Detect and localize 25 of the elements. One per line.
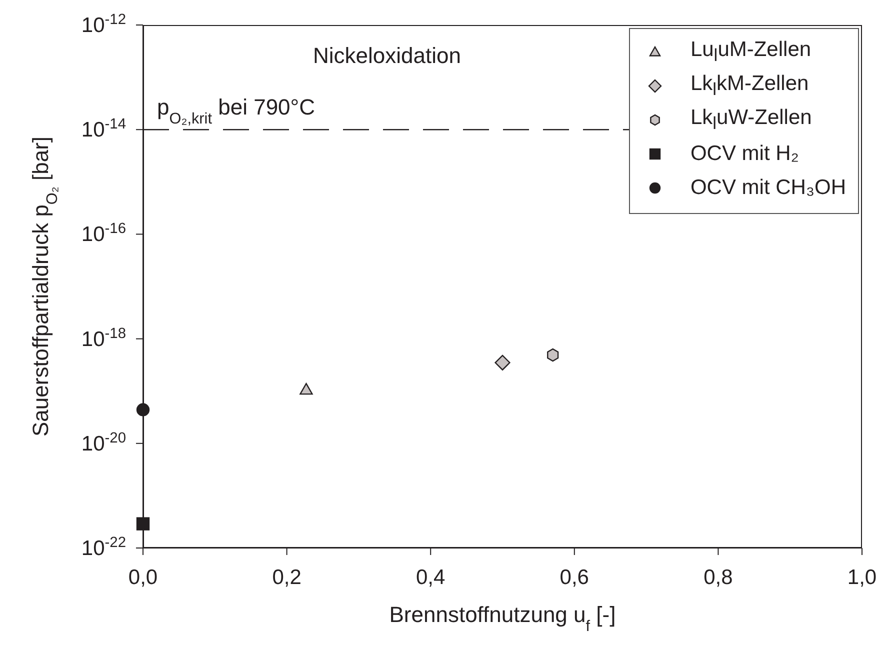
point (494, 354, 510, 370)
x-tick-label: 0,0 (128, 566, 158, 589)
x-tick-label: 1,0 (847, 566, 877, 589)
y-tick-label: 10$^{-20}$ (81, 430, 126, 456)
point (300, 382, 313, 395)
legend-label: Lk$_{l}$uW-Zellen (690, 106, 812, 134)
point (136, 403, 150, 416)
ref-line-label: p$_{O₂,krit}$ bei 790°C (157, 94, 316, 128)
legend-label: OCV mit CH₃OH (690, 176, 846, 200)
legend-label: Lk$_{l}$kM-Zellen (690, 72, 809, 100)
y-tick-label: 10$^{-14}$ (81, 116, 126, 142)
legend-label: OCV mit H₂ (690, 142, 799, 166)
y-tick-label: 10$^{-22}$ (81, 535, 126, 560)
point (547, 348, 559, 362)
x-tick-label: 0,2 (272, 566, 302, 589)
y-tick-label: 10$^{-18}$ (81, 326, 126, 351)
point (136, 517, 150, 530)
legend-label: Lu$_{l}$uM-Zellen (690, 38, 812, 66)
x-tick-label: 0,4 (416, 566, 446, 589)
x-axis-title: Brennstoffnutzung u$_{f}$ [-] (389, 602, 616, 634)
x-tick-label: 0,8 (704, 566, 733, 589)
y-tick-label: 10$^{-12}$ (81, 12, 126, 37)
text: Nickeloxidation (313, 43, 461, 69)
y-tick-label: 10$^{-16}$ (81, 221, 126, 246)
x-tick-label: 0,6 (560, 566, 589, 589)
